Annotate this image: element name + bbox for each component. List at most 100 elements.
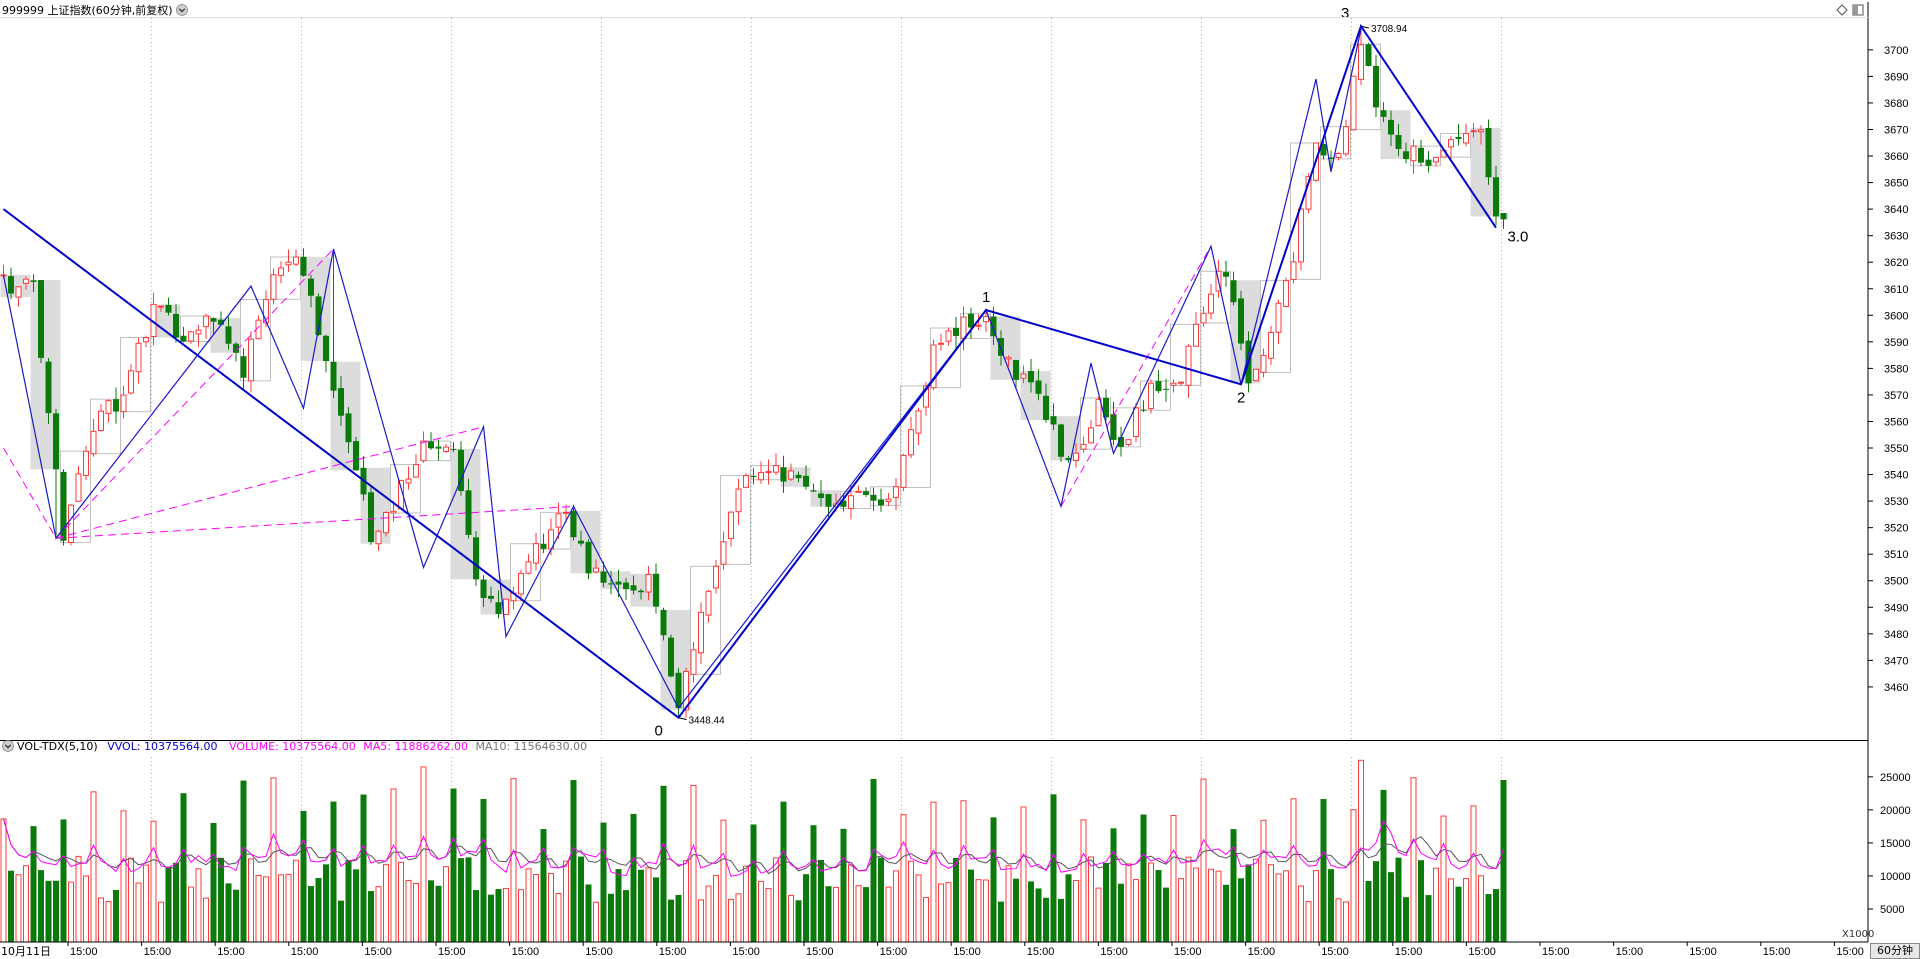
volume-bar xyxy=(600,822,607,942)
volume-bar xyxy=(413,883,419,942)
period-button[interactable]: 60分钟 xyxy=(1870,943,1920,959)
candle-body xyxy=(173,313,179,338)
candle-body xyxy=(908,429,914,456)
candle-body xyxy=(1185,345,1192,386)
volume-bar xyxy=(0,818,7,942)
candle-body xyxy=(165,304,172,313)
time-tick-label: 15:00 xyxy=(364,946,392,958)
candle-body xyxy=(1403,151,1409,160)
volume-bar xyxy=(713,875,719,942)
candle-body xyxy=(863,491,869,495)
candle-body xyxy=(1088,427,1094,444)
candle-body xyxy=(660,609,667,636)
volume-bar xyxy=(195,868,202,942)
candle-body xyxy=(338,388,344,416)
candle-body xyxy=(1103,397,1109,418)
candle-body xyxy=(1170,382,1177,386)
volume-bars xyxy=(0,759,1507,942)
candle-body xyxy=(540,543,547,549)
volume-chevron-icon[interactable] xyxy=(2,740,14,752)
volume-bar xyxy=(1125,863,1132,942)
candle-body xyxy=(690,649,697,675)
candle-body xyxy=(900,454,907,488)
candle-body xyxy=(300,256,307,276)
candle-body xyxy=(263,299,269,324)
volume-bar xyxy=(143,864,149,942)
candle-body xyxy=(773,465,779,473)
candle-body xyxy=(630,585,637,591)
candle-body xyxy=(840,500,847,507)
volume-bar xyxy=(893,870,899,942)
candle-body xyxy=(998,338,1004,356)
price-tick-label: 3510 xyxy=(1884,549,1908,561)
volume-value: VOLUME: 10375564.00 xyxy=(229,740,356,753)
volume-bar xyxy=(788,894,794,942)
volume-bar xyxy=(23,865,29,942)
diamond-icon[interactable] xyxy=(1836,4,1848,16)
volume-bar xyxy=(698,899,704,942)
candle-body xyxy=(1020,373,1027,379)
volume-bar xyxy=(540,829,547,942)
time-tick-label: 15:00 xyxy=(291,946,319,958)
candle-body xyxy=(293,256,299,265)
volume-bar xyxy=(660,785,667,942)
candle-body xyxy=(68,504,74,543)
zigzag-fine xyxy=(2,28,1362,710)
volume-bar xyxy=(525,868,532,942)
time-tick-label: 15:00 xyxy=(1321,946,1349,958)
candle-body xyxy=(38,280,44,358)
candle-body xyxy=(1200,312,1207,324)
candle-body xyxy=(1470,130,1477,133)
volume-bar xyxy=(315,878,322,942)
time-tick-label: 15:00 xyxy=(806,946,834,958)
volume-bar xyxy=(1478,875,1484,942)
candle-body xyxy=(1005,356,1012,360)
volume-bar xyxy=(1298,885,1304,942)
candle-body xyxy=(615,581,622,585)
volume-bar xyxy=(1485,894,1492,942)
candle-body xyxy=(893,486,899,499)
volume-bar xyxy=(863,887,869,942)
window-restore-icon[interactable] xyxy=(1852,4,1864,16)
wave-label: 1 xyxy=(982,289,990,306)
ma10-value: MA10: 11564630.00 xyxy=(475,740,588,753)
volume-bar xyxy=(720,819,727,942)
volume-bar xyxy=(578,856,584,942)
volume-bar xyxy=(8,870,14,942)
candle-body xyxy=(1365,44,1372,66)
time-axis: 15:00 15:00 15:00 15:00 15:00 15:00 15:00 15:00… xyxy=(0,941,1868,958)
candle-body xyxy=(368,492,374,542)
candle-body xyxy=(750,475,757,478)
price-tick-label: 3490 xyxy=(1884,602,1908,614)
volume-bar xyxy=(98,897,104,942)
volume-bar xyxy=(810,825,817,942)
volume-bar xyxy=(968,869,974,942)
volume-bar xyxy=(983,879,989,942)
volume-bar xyxy=(1283,870,1289,942)
volume-bar xyxy=(608,893,614,942)
volume-bar xyxy=(1208,868,1214,942)
time-tick-label: 15:00 xyxy=(1174,946,1202,958)
volume-bar xyxy=(833,886,839,942)
time-tick-label: 15:00 xyxy=(1689,946,1717,958)
candle-body xyxy=(1230,280,1237,303)
volume-bar xyxy=(68,881,74,942)
candle-body xyxy=(698,611,704,654)
candle-body xyxy=(1283,280,1289,307)
volume-ma-lines xyxy=(3,818,1504,877)
candle-body xyxy=(878,499,884,506)
candle-body xyxy=(975,324,982,327)
price-tick-label: 3470 xyxy=(1884,655,1908,667)
volume-bar xyxy=(473,890,479,942)
volume-bar xyxy=(255,874,262,942)
price-tick-label: 3620 xyxy=(1884,257,1908,269)
candle-body xyxy=(1073,452,1079,461)
time-tick-label: 15:00 xyxy=(70,946,98,958)
volume-bar xyxy=(1028,881,1034,942)
price-tick-label: 3600 xyxy=(1884,310,1908,322)
candle-body xyxy=(1208,293,1214,314)
chevron-down-icon[interactable] xyxy=(176,4,188,16)
wave-label: 0 xyxy=(655,723,663,740)
candle-body xyxy=(713,565,719,589)
